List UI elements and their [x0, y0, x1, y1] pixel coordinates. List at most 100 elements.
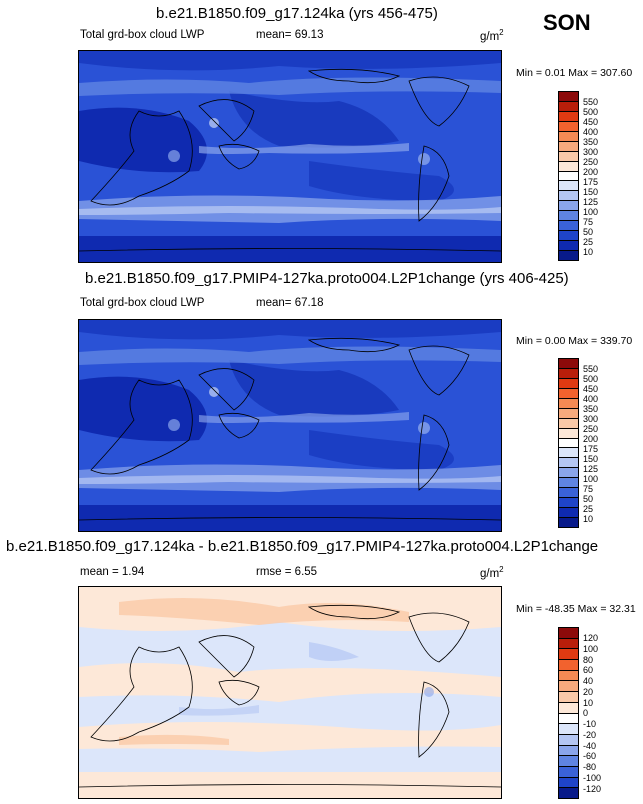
colorbar-level-label: 100: [583, 207, 599, 217]
panel3-title: b.e21.B1850.f09_g17.124ka - b.e21.B1850.…: [6, 538, 599, 555]
colorbar-level-label: 25: [583, 237, 594, 247]
panel3-map-field: [79, 587, 501, 798]
colorbar-level-label: 175: [583, 444, 599, 454]
colorbar-level-label: 80: [583, 654, 594, 665]
panel2-min-value: 0.00: [544, 335, 566, 347]
panel2-title: b.e21.B1850.f09_g17.PMIP4-127ka.proto004…: [85, 270, 569, 287]
panel2-mean: mean= 67.18: [256, 297, 323, 309]
panel2-map: [78, 319, 502, 532]
panel2-colorbar: [558, 358, 579, 528]
colorbar-swatch: [559, 161, 578, 172]
colorbar-level-label: 50: [583, 494, 594, 504]
colorbar-level-label: 200: [583, 167, 599, 177]
panel1-colorbar: [558, 91, 579, 261]
colorbar-level-label: 125: [583, 464, 599, 474]
panel1-colorbar-labels: 550 500 450 400 350 300 250 200 175 150 125 100 75 50…: [583, 97, 598, 257]
colorbar-swatch: [559, 756, 578, 767]
panel3-mean: mean = 1.94: [80, 566, 144, 578]
colorbar-swatch: [559, 745, 578, 757]
panel3-units-sup: 2: [499, 565, 504, 574]
colorbar-swatch: [559, 448, 578, 459]
panel3-max-value: 32.31: [609, 603, 636, 615]
colorbar-swatch: [559, 681, 578, 693]
panel2-mean-value: 67.18: [294, 297, 324, 309]
panel1-max-label: Max =: [568, 67, 598, 79]
panel1-map-field: [79, 51, 501, 262]
panel1-mean: mean= 69.13: [256, 29, 323, 41]
colorbar-level-label: 250: [583, 157, 599, 167]
panel1-mean-label: mean=: [256, 29, 292, 41]
colorbar-swatch: [559, 92, 578, 102]
season-label: SON: [543, 10, 591, 35]
colorbar-swatch: [559, 241, 578, 251]
colorbar-level-label: 125: [583, 197, 599, 207]
colorbar-level-label: 120: [583, 633, 599, 643]
panel1-minmax: Min = 0.01 Max = 307.60: [516, 67, 632, 79]
colorbar-swatch: [559, 378, 578, 389]
panel3-map: [78, 586, 502, 799]
panel1-units-sup: 2: [499, 28, 504, 37]
panel3-min-value: -48.35: [544, 603, 575, 615]
colorbar-swatch: [559, 734, 578, 746]
colorbar-level-label: 150: [583, 187, 599, 197]
panel1-variable: Total grd-box cloud LWP: [80, 29, 205, 41]
colorbar-level-label: 10: [583, 514, 594, 524]
colorbar-level-label: 550: [583, 97, 599, 107]
colorbar-level-label: 500: [583, 374, 599, 384]
colorbar-swatch: [559, 498, 578, 509]
colorbar-level-label: 100: [583, 643, 599, 654]
colorbar-level-label: 300: [583, 147, 599, 157]
colorbar-level-label: 50: [583, 227, 594, 237]
panel3-mean-value: 1.94: [121, 566, 145, 578]
colorbar-level-label: 10: [583, 247, 594, 257]
colorbar-swatch: [559, 670, 578, 682]
colorbar-swatch: [559, 713, 578, 725]
colorbar-swatch: [559, 438, 578, 449]
panel2-mean-label: mean=: [256, 297, 292, 309]
colorbar-swatch: [559, 201, 578, 212]
colorbar-swatch: [559, 777, 578, 789]
colorbar-level-label: 400: [583, 127, 599, 137]
panel1-max-value: 307.60: [600, 67, 633, 79]
panel3-units: g/m2: [480, 565, 504, 580]
colorbar-swatch: [559, 151, 578, 162]
colorbar-level-label: 20: [583, 686, 594, 697]
panel1-mean-value: 69.13: [294, 29, 324, 41]
panel1-min-value: 0.01: [544, 67, 566, 79]
colorbar-level-label: -40: [583, 740, 597, 751]
panel3-rmse-value: 6.55: [294, 566, 318, 578]
colorbar-swatch: [559, 171, 578, 182]
panel2-colorbar-labels: 550 500 450 400 350 300 250 200 175 150 125 100 75 50…: [583, 364, 598, 524]
colorbar-swatch: [559, 211, 578, 222]
colorbar-level-label: 550: [583, 364, 599, 374]
panel2-variable: Total grd-box cloud LWP: [80, 297, 205, 309]
panel1-units: g/m2: [480, 28, 504, 43]
colorbar-swatch: [559, 418, 578, 429]
colorbar-swatch: [559, 468, 578, 479]
colorbar-level-label: 250: [583, 424, 599, 434]
colorbar-level-label: -120: [583, 783, 602, 794]
colorbar-level-label: -60: [583, 751, 597, 762]
panel3-min-label: Min =: [516, 603, 542, 615]
colorbar-level-label: 500: [583, 107, 599, 117]
colorbar-swatch: [559, 428, 578, 439]
colorbar-level-label: 300: [583, 414, 599, 424]
colorbar-swatch: [559, 131, 578, 142]
colorbar-swatch: [559, 478, 578, 489]
colorbar-swatch: [559, 628, 578, 639]
colorbar-level-label: 400: [583, 394, 599, 404]
colorbar-swatch: [559, 766, 578, 778]
colorbar-swatch: [559, 221, 578, 232]
colorbar-swatch: [559, 702, 578, 714]
colorbar-swatch: [559, 231, 578, 242]
panel3-units-text: g/m: [480, 567, 500, 580]
colorbar-swatch: [559, 788, 578, 798]
colorbar-level-label: 75: [583, 484, 594, 494]
colorbar-swatch: [559, 181, 578, 192]
colorbar-swatch: [559, 121, 578, 132]
colorbar-swatch: [559, 101, 578, 112]
panel2-minmax: Min = 0.00 Max = 339.70: [516, 335, 632, 347]
colorbar-swatch: [559, 638, 578, 650]
colorbar-swatch: [559, 458, 578, 469]
panel3-mean-label: mean =: [80, 566, 119, 578]
